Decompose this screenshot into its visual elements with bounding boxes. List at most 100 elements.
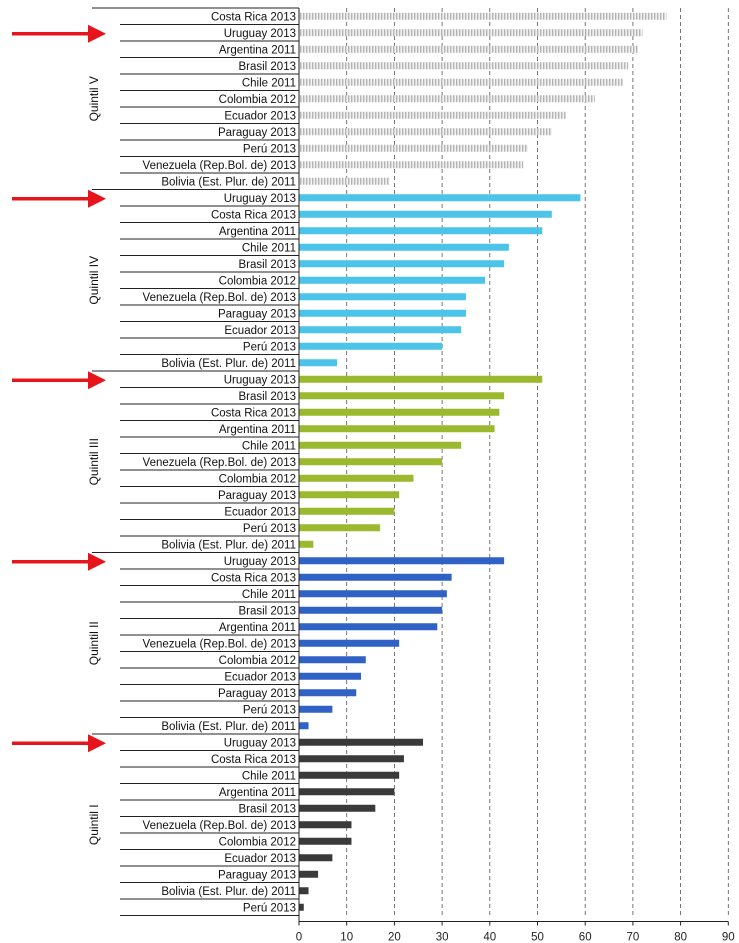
bar xyxy=(299,755,404,763)
category-label: Perú 2013 xyxy=(243,704,296,716)
category-label: Bolivia (Est. Plur. de) 2011 xyxy=(161,539,296,551)
category-label: Colombia 2012 xyxy=(219,655,296,667)
bar xyxy=(299,78,624,86)
x-tick-label: 90 xyxy=(722,932,735,943)
category-label: Argentina 2011 xyxy=(219,424,296,436)
group-label: Quintil IV xyxy=(87,256,101,305)
category-label: Argentina 2011 xyxy=(219,787,296,799)
category-label: Bolivia (Est. Plur. de) 2011 xyxy=(161,886,296,898)
bar xyxy=(299,771,400,779)
bar xyxy=(299,903,304,911)
category-label: Paraguay 2013 xyxy=(218,688,296,700)
category-label: Costa Rica 2013 xyxy=(211,572,296,584)
bar xyxy=(299,738,424,746)
category-label: Paraguay 2013 xyxy=(218,490,296,502)
x-tick-label: 70 xyxy=(627,932,640,943)
category-label: Chile 2011 xyxy=(242,770,296,782)
bar xyxy=(299,243,509,251)
bar xyxy=(299,788,395,796)
bar xyxy=(299,425,495,433)
category-label: Venezuela (Rep.Bol. de) 2013 xyxy=(143,292,296,304)
bar xyxy=(299,639,400,647)
category-label: Colombia 2012 xyxy=(219,94,296,106)
bar xyxy=(299,408,500,416)
x-tick-label: 50 xyxy=(531,932,544,943)
bar xyxy=(299,161,524,169)
group-label: Quintil III xyxy=(87,438,101,485)
bar xyxy=(299,557,505,565)
bar xyxy=(299,705,333,713)
category-label: Paraguay 2013 xyxy=(218,308,296,320)
bar xyxy=(299,837,352,845)
bar xyxy=(299,326,462,334)
category-label: Colombia 2012 xyxy=(219,473,296,485)
category-label: Costa Rica 2013 xyxy=(211,754,296,766)
bar xyxy=(299,309,466,317)
bar xyxy=(299,870,319,878)
category-label: Chile 2011 xyxy=(242,77,296,89)
bar xyxy=(299,95,595,103)
bar xyxy=(299,854,333,862)
bar xyxy=(299,29,643,37)
category-label: Ecuador 2013 xyxy=(224,110,296,122)
bar xyxy=(299,606,443,614)
red-arrow-icon xyxy=(12,189,106,208)
bar xyxy=(299,45,638,53)
x-tick-label: 10 xyxy=(340,932,353,943)
category-label: Argentina 2011 xyxy=(219,622,296,634)
bar xyxy=(299,623,438,631)
category-label: Argentina 2011 xyxy=(219,44,296,56)
group-label: Quintil II xyxy=(87,621,101,665)
category-label: Brasil 2013 xyxy=(238,605,296,617)
group-label: Quintil I xyxy=(87,804,101,845)
red-arrow-icon xyxy=(12,552,106,571)
category-label: Chile 2011 xyxy=(242,440,296,452)
category-label: Perú 2013 xyxy=(243,143,296,155)
bar xyxy=(299,590,447,598)
bar xyxy=(299,293,466,301)
bar xyxy=(299,375,543,383)
arrow-head xyxy=(88,24,106,43)
bar xyxy=(299,507,395,515)
bar xyxy=(299,111,567,119)
x-tick-label: 30 xyxy=(436,932,449,943)
bar xyxy=(299,722,309,730)
bar xyxy=(299,144,528,152)
bar xyxy=(299,342,443,350)
arrow-head xyxy=(88,371,106,390)
category-label: Argentina 2011 xyxy=(219,226,296,238)
category-label: Paraguay 2013 xyxy=(218,869,296,881)
category-label: Uruguay 2013 xyxy=(224,193,296,205)
category-label: Brasil 2013 xyxy=(238,61,296,73)
category-label: Colombia 2012 xyxy=(219,275,296,287)
bar xyxy=(299,12,667,20)
bar xyxy=(299,821,352,829)
red-arrow-icon xyxy=(12,24,106,43)
bar xyxy=(299,210,552,218)
category-label: Costa Rica 2013 xyxy=(211,407,296,419)
category-label: Venezuela (Rep.Bol. de) 2013 xyxy=(143,160,296,172)
arrow-head xyxy=(88,552,106,571)
category-label: Uruguay 2013 xyxy=(224,556,296,568)
category-label: Ecuador 2013 xyxy=(224,671,296,683)
bar xyxy=(299,887,309,895)
category-label: Bolivia (Est. Plur. de) 2011 xyxy=(161,176,296,188)
group-label: Quintil V xyxy=(87,76,101,121)
bar xyxy=(299,227,543,235)
red-arrow-icon xyxy=(12,371,106,390)
bar xyxy=(299,804,376,812)
red-arrow-icon xyxy=(12,734,106,753)
bar xyxy=(299,276,486,284)
bar xyxy=(299,359,338,367)
category-label: Bolivia (Est. Plur. de) 2011 xyxy=(161,721,296,733)
category-label: Chile 2011 xyxy=(242,242,296,254)
arrow-head xyxy=(88,189,106,208)
category-label: Brasil 2013 xyxy=(238,803,296,815)
bar xyxy=(299,524,381,532)
category-label: Uruguay 2013 xyxy=(224,374,296,386)
bar xyxy=(299,458,443,466)
x-tick-label: 60 xyxy=(579,932,592,943)
arrow-head xyxy=(88,734,106,753)
category-label: Ecuador 2013 xyxy=(224,506,296,518)
